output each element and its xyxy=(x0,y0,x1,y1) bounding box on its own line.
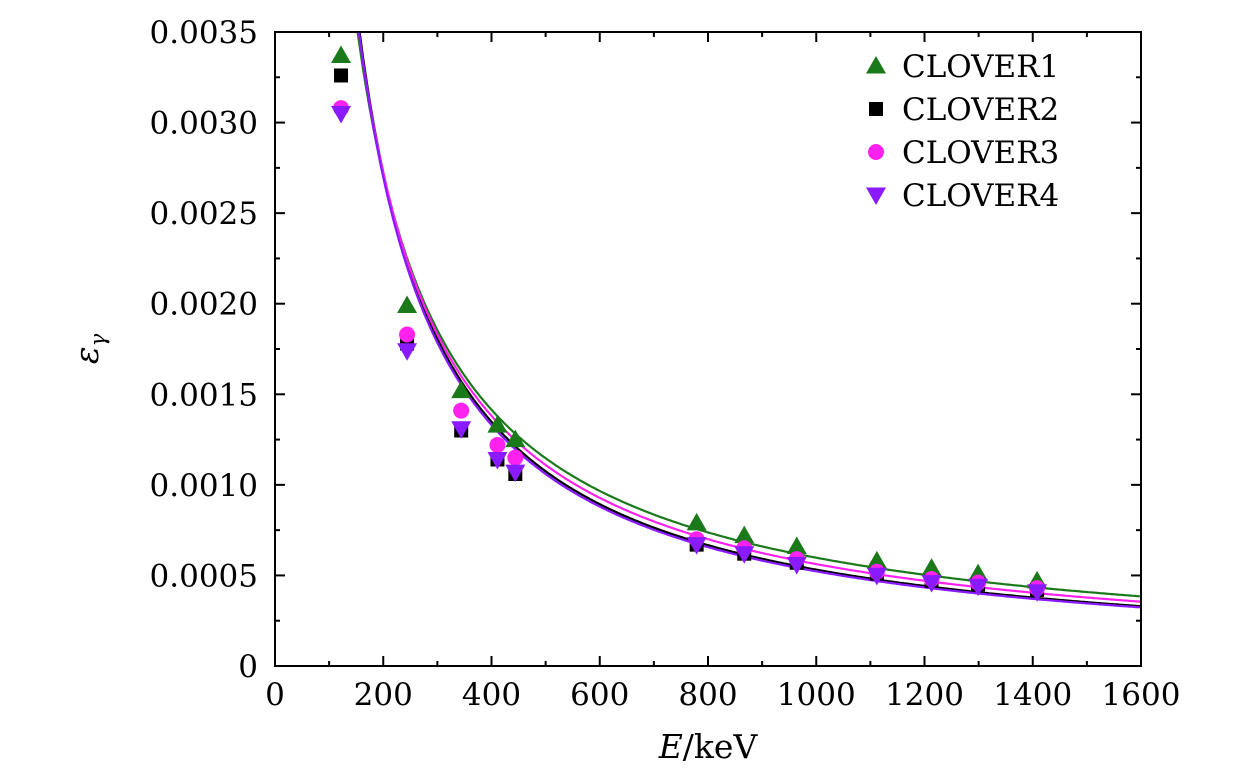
fit-curve-clover1 xyxy=(356,32,1141,598)
data-point-clover1 xyxy=(786,536,807,554)
y-tick-label: 0.0005 xyxy=(150,558,258,594)
y-tick-label: 0.0035 xyxy=(150,15,258,51)
data-point-clover1 xyxy=(397,295,418,314)
data-point-clover4 xyxy=(686,537,707,555)
x-tick-label: 400 xyxy=(462,677,521,713)
axis-ticks xyxy=(274,31,1142,667)
y-axis-subscript: γ xyxy=(86,333,110,346)
x-tick-label: 800 xyxy=(678,677,737,713)
x-tick-labels: 0 200 400 600 800 1000 1200 1400 1600 xyxy=(265,677,1180,713)
data-point-clover4 xyxy=(1027,584,1048,602)
data-point-clover3 xyxy=(399,326,416,343)
x-axis-title: E/keV xyxy=(658,727,759,766)
legend-marker-clover4 xyxy=(866,187,886,205)
data-point-clover1 xyxy=(505,429,526,448)
data-point-clover4 xyxy=(921,575,942,593)
fit-curve-clover2 xyxy=(358,32,1141,608)
legend-marker-clover1 xyxy=(866,56,886,74)
x-axis-variable: E xyxy=(658,727,683,766)
y-axis-variable: ε xyxy=(67,346,106,364)
data-point-clover1 xyxy=(686,512,707,531)
legend-label-clover3: CLOVER3 xyxy=(902,135,1059,171)
data-point-clover3 xyxy=(507,449,524,466)
y-tick-label: 0.0015 xyxy=(150,377,258,413)
legend-marker-clover2 xyxy=(869,102,883,116)
x-axis-separator: / xyxy=(683,727,695,766)
series-clover4 xyxy=(331,106,1048,602)
y-tick-label: 0.0030 xyxy=(150,106,258,142)
x-tick-label: 1000 xyxy=(777,677,856,713)
legend: CLOVER1 CLOVER2 CLOVER3 CLOVER4 xyxy=(866,49,1059,214)
data-markers xyxy=(331,45,1048,602)
data-point-clover4 xyxy=(505,464,526,483)
x-tick-label: 1200 xyxy=(885,677,964,713)
y-tick-label: 0.0025 xyxy=(150,196,258,232)
data-point-clover4 xyxy=(397,343,418,361)
y-tick-label: 0.0020 xyxy=(150,287,258,323)
series-clover1 xyxy=(331,45,1048,589)
x-tick-label: 1600 xyxy=(1102,677,1181,713)
data-point-clover1 xyxy=(866,550,887,569)
fit-curve-clover3 xyxy=(357,32,1141,603)
data-point-clover3 xyxy=(453,402,470,419)
data-point-clover1 xyxy=(451,380,472,399)
data-point-clover2 xyxy=(334,68,349,83)
x-tick-label: 1400 xyxy=(993,677,1072,713)
legend-label-clover1: CLOVER1 xyxy=(902,49,1059,85)
y-tick-label: 0.0010 xyxy=(150,468,258,504)
y-tick-label: 0 xyxy=(238,649,258,685)
data-point-clover4 xyxy=(968,578,989,597)
x-tick-label: 600 xyxy=(570,677,629,713)
data-point-clover4 xyxy=(734,546,755,564)
y-tick-labels: 0 0.0005 0.0010 0.0015 0.0020 0.0025 0.0030 0.0… xyxy=(150,15,258,685)
legend-marker-clover3 xyxy=(868,144,884,160)
data-point-clover4 xyxy=(451,421,472,439)
data-point-clover1 xyxy=(921,558,942,576)
data-point-clover1 xyxy=(734,525,755,544)
x-axis-unit: keV xyxy=(694,727,759,766)
data-point-clover4 xyxy=(331,106,352,124)
data-point-clover3 xyxy=(489,437,506,454)
data-point-clover1 xyxy=(487,415,508,433)
y-axis-title: εγ xyxy=(67,333,110,364)
data-point-clover4 xyxy=(866,567,887,586)
data-point-clover4 xyxy=(786,557,807,575)
x-tick-label: 200 xyxy=(354,677,413,713)
legend-label-clover2: CLOVER2 xyxy=(902,92,1059,128)
x-tick-label: 0 xyxy=(265,677,285,713)
data-point-clover4 xyxy=(487,451,508,470)
data-point-clover1 xyxy=(331,45,352,64)
legend-label-clover4: CLOVER4 xyxy=(902,178,1059,214)
